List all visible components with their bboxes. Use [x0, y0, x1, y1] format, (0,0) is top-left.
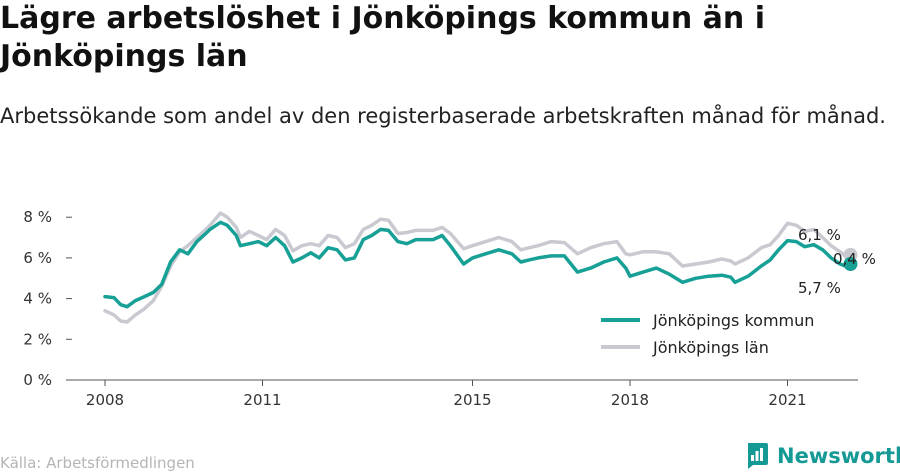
end-markers: 6,1 % 0,4 % 5,7 %	[798, 226, 876, 297]
x-tick-label: 2018	[611, 391, 649, 409]
series-lines	[103, 211, 853, 324]
series-line-lan	[103, 211, 853, 324]
series-line-kommun	[103, 220, 853, 309]
x-tick-label: 2015	[453, 391, 491, 409]
line-chart: 0 % 2 % 4 % 6 % 8 % 2008 2011 2015 2018 2021 6,1…	[23, 208, 876, 409]
newsworthy-logo-icon	[748, 443, 768, 469]
x-tick-label: 2011	[243, 391, 281, 409]
chart-title: Lägre arbetslöshet i Jönköpings kommun ä…	[0, 1, 765, 74]
legend-label: Jönköpings kommun	[652, 311, 814, 330]
chart-subtitle: Arbetssökande som andel av den registerb…	[0, 104, 886, 128]
x-axis: 2008 2011 2015 2018 2021	[66, 379, 858, 409]
x-tick-label: 2021	[768, 391, 806, 409]
end-point-kommun	[843, 257, 858, 272]
end-label-lan: 6,1 %	[798, 226, 841, 244]
x-tick-label: 2008	[86, 391, 124, 409]
y-tick-label: 2 %	[23, 330, 52, 348]
brand-name: Newsworthy	[777, 444, 900, 468]
end-label-kommun: 5,7 %	[798, 279, 841, 297]
y-tick-label: 8 %	[23, 208, 52, 226]
y-tick-label: 4 %	[23, 290, 52, 308]
brand-logo[interactable]: Newsworthy	[745, 441, 900, 471]
y-tick-label: 0 %	[23, 371, 52, 389]
legend-label: Jönköpings län	[652, 338, 769, 357]
y-tick-label: 6 %	[23, 249, 52, 267]
end-label-difference: 0,4 %	[833, 250, 876, 268]
y-axis: 0 % 2 % 4 % 6 % 8 %	[23, 208, 72, 389]
legend: Jönköpings kommun Jönköpings län	[601, 311, 814, 357]
source-note: Källa: Arbetsförmedlingen	[0, 454, 195, 472]
